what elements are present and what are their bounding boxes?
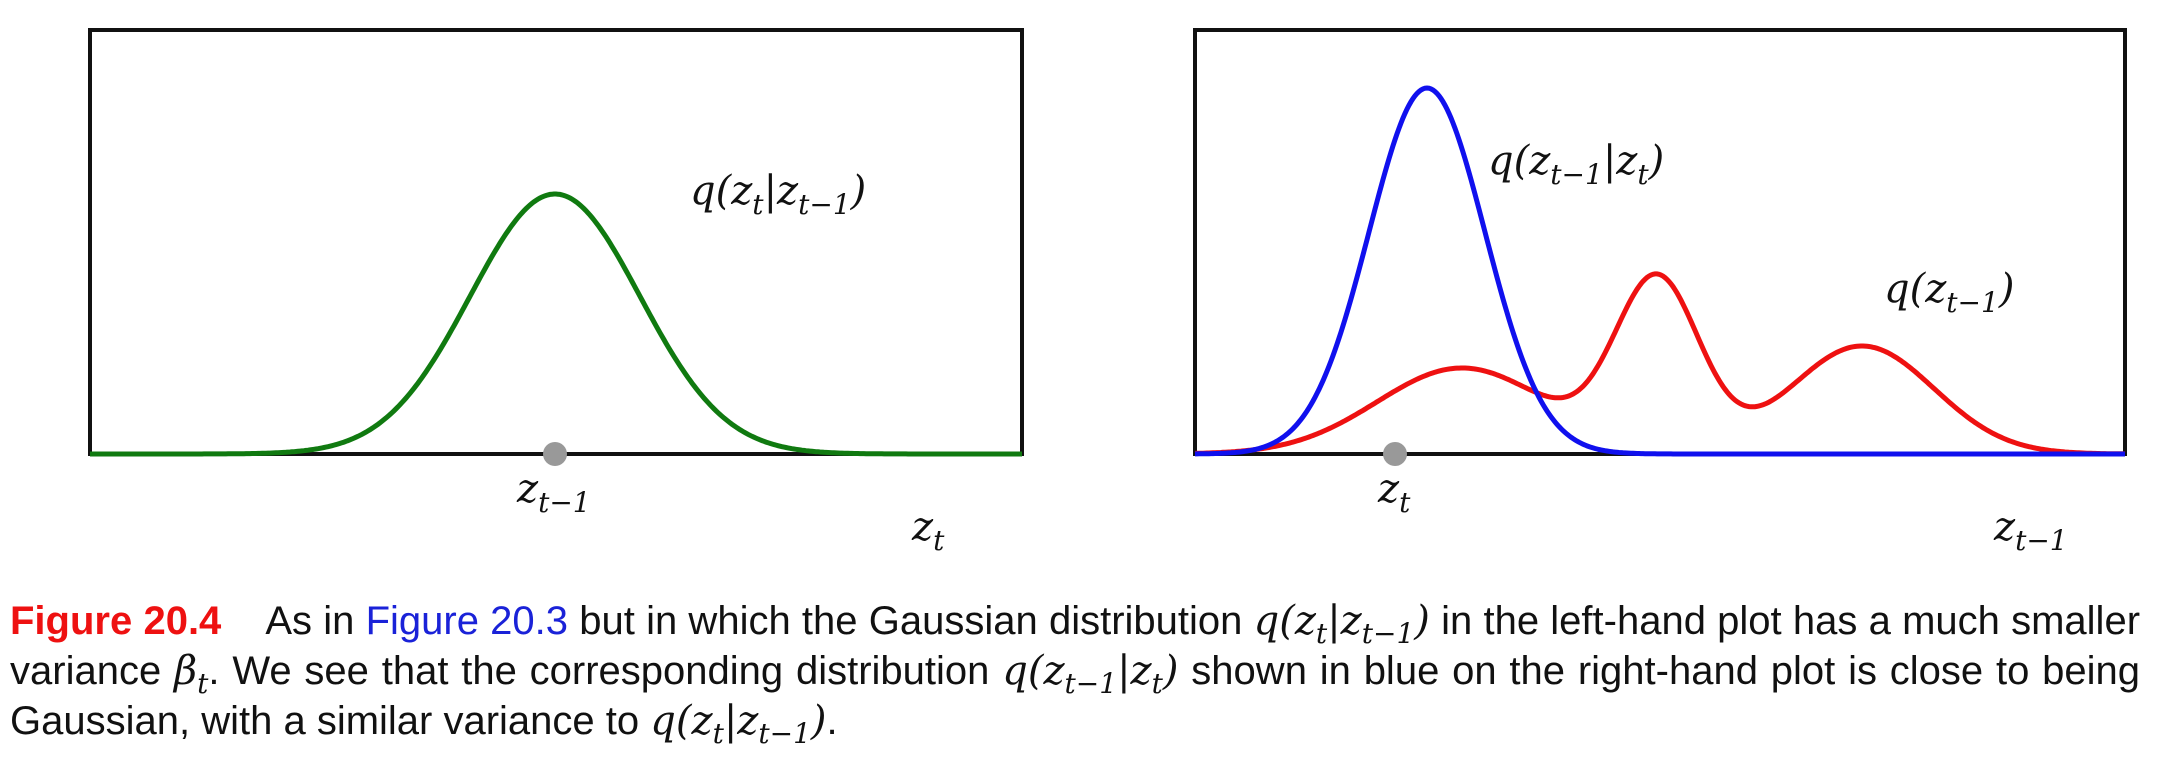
caption-text-4: . We see that the corresponding distribu… (208, 649, 1003, 693)
caption-math-4: q(zt|zt−1) (650, 698, 827, 750)
left-curve-label: q(zt|zt−1) (690, 168, 866, 221)
figure-20-4: q(zt|zt−1) zt−1 zt q(zt−1|zt) q(zt−1) zt… (88, 28, 2127, 557)
caption-math-3: q(zt−1|zt) (1002, 648, 1179, 700)
figure-number: Figure 20.4 (10, 599, 222, 643)
left-axis-label: zt (911, 504, 945, 557)
caption-text-2: but in which the Gaussian distribution (568, 599, 1254, 643)
caption-math-2: βt (174, 648, 209, 700)
caption-text-3: in the left-hand plot has a much smaller… (10, 599, 2141, 693)
caption-text-6: . (826, 699, 838, 743)
right-axis-label: zt−1 (1993, 504, 2068, 557)
figure-reference-link[interactable]: Figure 20.3 (365, 599, 569, 643)
right-plot: q(zt−1|zt) q(zt−1) zt zt−1 (1193, 28, 2127, 557)
right-point-label: zt (1377, 466, 1411, 519)
caption-text-5: shown in blue on the right-hand plot is … (10, 649, 2141, 743)
figure-caption: Figure 20.4 As in Figure 20.3 but in whic… (10, 596, 2141, 750)
left-point-marker (543, 442, 567, 466)
right-red-curve-label: q(zt−1) (1884, 266, 2014, 319)
right-blue-curve-label: q(zt−1|zt) (1488, 138, 1664, 191)
caption-math-1: q(zt|zt−1) (1253, 598, 1430, 650)
left-plot: q(zt|zt−1) zt−1 zt (88, 28, 1024, 557)
right-point-marker (1383, 442, 1407, 466)
right-red-multimodal-curve (1194, 271, 2126, 457)
left-green-gaussian-curve (90, 191, 1022, 457)
right-plot-frame (1193, 28, 2127, 456)
right-blue-gaussian-curve (1195, 85, 2125, 457)
left-plot-frame (88, 28, 1024, 456)
left-point-label: zt−1 (516, 466, 591, 519)
caption-text-1: As in (265, 599, 366, 643)
